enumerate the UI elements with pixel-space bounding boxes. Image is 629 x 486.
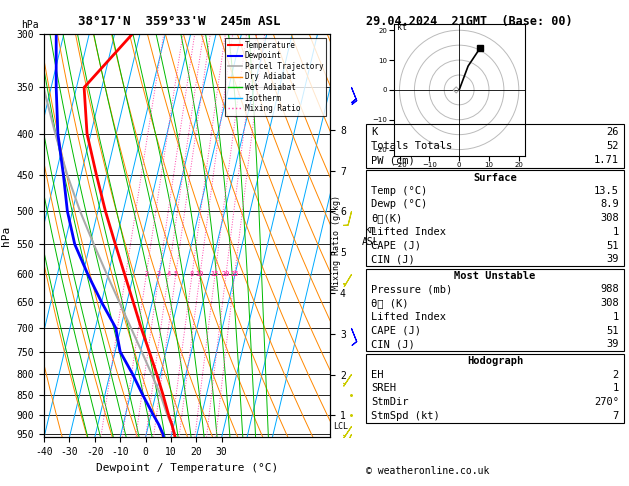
Text: 51: 51 <box>606 241 619 251</box>
Text: Pressure (mb): Pressure (mb) <box>371 284 452 295</box>
Text: θᴄ(K): θᴄ(K) <box>371 213 403 223</box>
Text: K: K <box>371 127 377 137</box>
Text: Mixing Ratio (g/kg): Mixing Ratio (g/kg) <box>332 195 341 291</box>
Text: 26: 26 <box>606 127 619 137</box>
Text: CIN (J): CIN (J) <box>371 255 415 264</box>
Text: Most Unstable: Most Unstable <box>454 271 536 281</box>
Text: 8.9: 8.9 <box>600 199 619 209</box>
Text: PW (cm): PW (cm) <box>371 156 415 165</box>
Text: © weatheronline.co.uk: © weatheronline.co.uk <box>366 466 489 476</box>
Text: CIN (J): CIN (J) <box>371 340 415 349</box>
Text: 3: 3 <box>157 271 161 278</box>
Text: 5: 5 <box>174 271 178 278</box>
Y-axis label: km
ASL: km ASL <box>362 225 380 246</box>
Text: CAPE (J): CAPE (J) <box>371 241 421 251</box>
Text: StmSpd (kt): StmSpd (kt) <box>371 411 440 421</box>
Text: Lifted Index: Lifted Index <box>371 227 446 237</box>
Text: 29.04.2024  21GMT  (Base: 00): 29.04.2024 21GMT (Base: 00) <box>366 15 572 28</box>
Text: Temp (°C): Temp (°C) <box>371 186 427 196</box>
Text: 10: 10 <box>196 271 204 278</box>
Y-axis label: hPa: hPa <box>1 226 11 246</box>
Text: 13.5: 13.5 <box>594 186 619 196</box>
X-axis label: Dewpoint / Temperature (°C): Dewpoint / Temperature (°C) <box>96 463 278 473</box>
Legend: Temperature, Dewpoint, Parcel Trajectory, Dry Adiabat, Wet Adiabat, Isotherm, Mi: Temperature, Dewpoint, Parcel Trajectory… <box>225 38 326 116</box>
Text: 308: 308 <box>600 298 619 308</box>
Text: hPa: hPa <box>21 20 39 30</box>
Text: 20: 20 <box>222 271 230 278</box>
Text: 308: 308 <box>600 213 619 223</box>
Text: 1: 1 <box>613 312 619 322</box>
Text: StmDir: StmDir <box>371 397 409 407</box>
Text: 1: 1 <box>613 383 619 393</box>
Text: LCL: LCL <box>333 422 348 431</box>
Text: 2: 2 <box>613 369 619 380</box>
Text: 2: 2 <box>144 271 148 278</box>
Text: 15: 15 <box>211 271 220 278</box>
Text: Totals Totals: Totals Totals <box>371 141 452 151</box>
Text: 52: 52 <box>606 141 619 151</box>
Text: 38°17'N  359°33'W  245m ASL: 38°17'N 359°33'W 245m ASL <box>78 15 281 28</box>
Text: 51: 51 <box>606 326 619 336</box>
Text: 988: 988 <box>600 284 619 295</box>
Text: SREH: SREH <box>371 383 396 393</box>
Text: Surface: Surface <box>473 173 517 183</box>
Text: 1: 1 <box>613 227 619 237</box>
Text: 7: 7 <box>613 411 619 421</box>
Text: EH: EH <box>371 369 384 380</box>
Text: 39: 39 <box>606 255 619 264</box>
Text: 4: 4 <box>166 271 170 278</box>
Text: CAPE (J): CAPE (J) <box>371 326 421 336</box>
Text: kt: kt <box>396 23 406 32</box>
Text: 270°: 270° <box>594 397 619 407</box>
Text: Dewp (°C): Dewp (°C) <box>371 199 427 209</box>
Text: Hodograph: Hodograph <box>467 356 523 366</box>
Text: 25: 25 <box>230 271 239 278</box>
Text: 8: 8 <box>190 271 194 278</box>
Text: θᴄ (K): θᴄ (K) <box>371 298 409 308</box>
Text: 39: 39 <box>606 340 619 349</box>
Text: Lifted Index: Lifted Index <box>371 312 446 322</box>
Text: 1.71: 1.71 <box>594 156 619 165</box>
